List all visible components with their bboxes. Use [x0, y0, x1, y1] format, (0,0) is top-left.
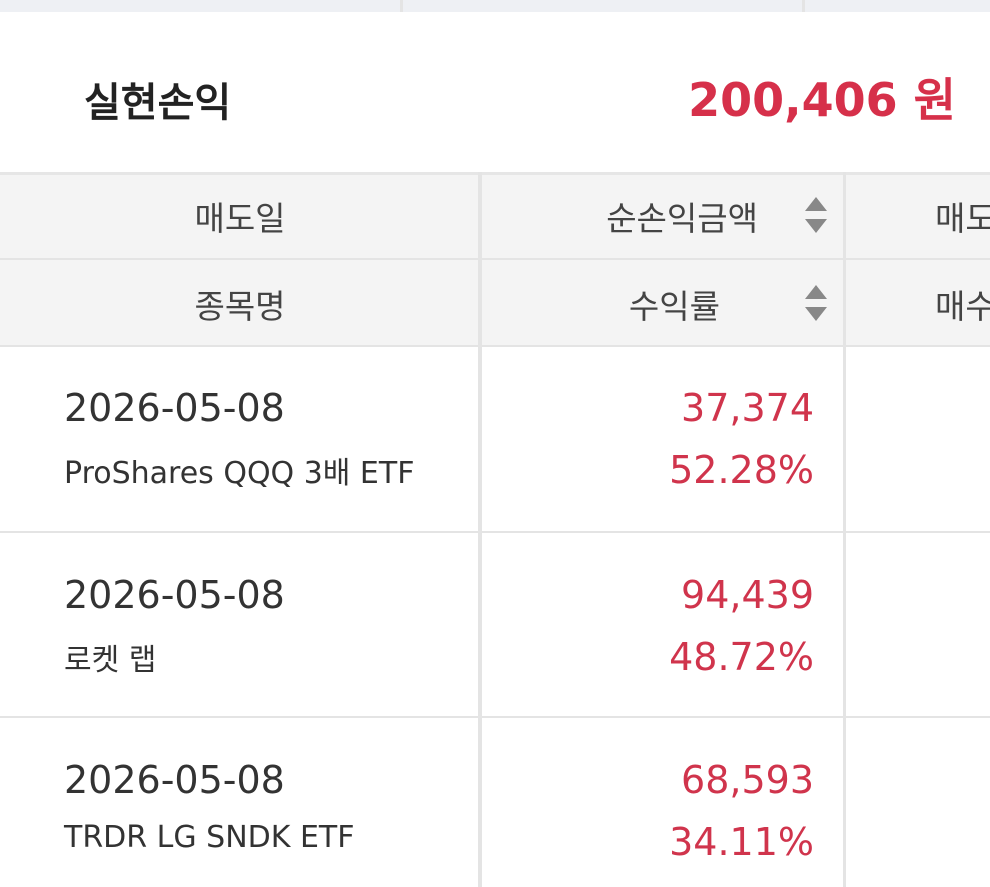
- header-cell[interactable]: 수익률: [628, 287, 720, 326]
- header-cell[interactable]: 순손익금액: [606, 199, 758, 238]
- divider: [400, 0, 403, 12]
- header-cell[interactable]: 매도: [935, 199, 990, 238]
- return-rate: 34.11%: [669, 820, 814, 864]
- net-profit: 37,374: [681, 386, 814, 430]
- sell-date: 2026-05-08: [64, 573, 285, 617]
- sort-icon[interactable]: [803, 195, 829, 235]
- header-cell[interactable]: 매수: [935, 287, 990, 326]
- summary-label: 실현손익: [84, 80, 232, 126]
- header-cell[interactable]: 매도일: [194, 199, 286, 238]
- divider: [0, 345, 990, 347]
- column-divider: [478, 172, 482, 887]
- sell-date: 2026-05-08: [64, 758, 285, 802]
- stock-name: 로켓 랩: [64, 643, 157, 678]
- divider: [0, 258, 990, 260]
- sort-icon[interactable]: [803, 283, 829, 323]
- sell-date: 2026-05-08: [64, 386, 285, 430]
- divider: [802, 0, 805, 12]
- stock-name: ProShares QQQ 3배 ETF: [64, 456, 415, 491]
- top-strip: [0, 0, 990, 12]
- row-divider: [0, 531, 990, 533]
- return-rate: 52.28%: [669, 448, 814, 492]
- stock-name: TRDR LG SNDK ETF: [64, 820, 355, 855]
- header-cell[interactable]: 종목명: [194, 287, 286, 326]
- column-divider: [843, 172, 846, 887]
- net-profit: 68,593: [681, 758, 814, 802]
- return-rate: 48.72%: [669, 635, 814, 679]
- net-profit: 94,439: [681, 573, 814, 617]
- summary-value: 200,406 원: [688, 73, 956, 127]
- row-divider: [0, 716, 990, 718]
